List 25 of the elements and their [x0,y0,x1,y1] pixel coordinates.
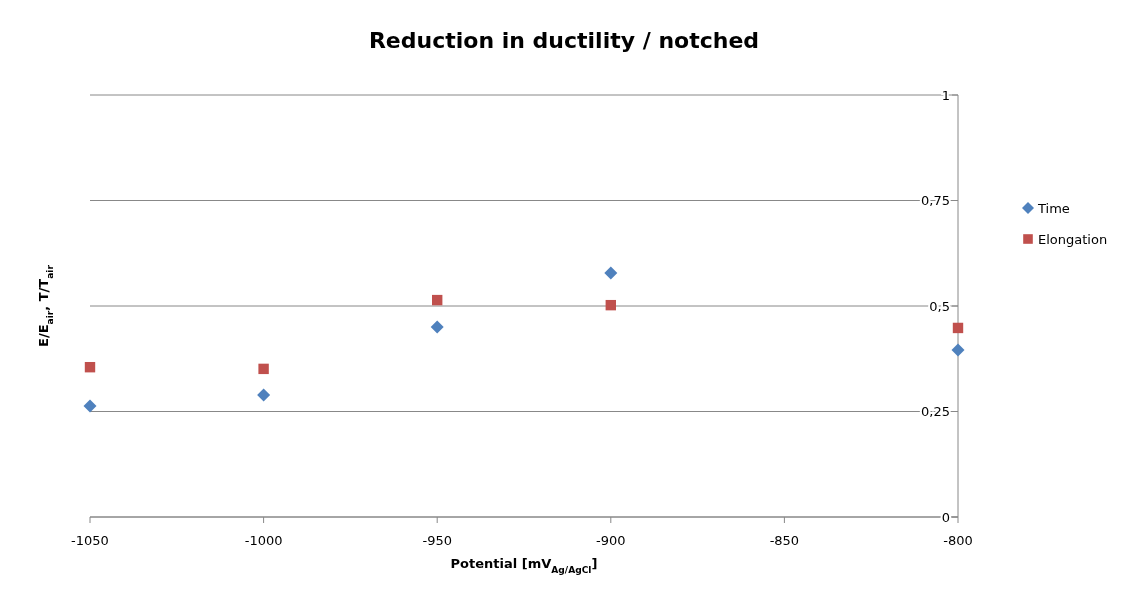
point [430,320,444,334]
x-tick-label: -950 [422,533,452,548]
x-axis-title: Potential [mV$_{Ag/AgCl}$] [450,556,598,575]
y-tick-label: 0,5 [929,298,950,314]
x-tick-label: -850 [769,533,800,548]
legend-label: Elongation [1038,231,1108,247]
y-tick-label: 0,25 [921,404,950,420]
point [258,363,269,375]
point [432,294,443,306]
x-tick-label: -1050 [71,533,109,548]
point [604,266,618,280]
chart-title: Reduction in ductility / notched [368,28,760,53]
legend-label: Time [1037,200,1070,216]
x-tick-label: -1000 [244,533,283,548]
point [257,388,271,402]
y-tick-label: 0,75 [921,193,950,209]
point [952,322,964,334]
x-tick-label: -900 [596,533,626,548]
y-tick-label: 1 [941,87,950,103]
point [951,343,965,357]
point [84,361,96,373]
point [83,399,97,413]
x-tick-label: -800 [943,533,973,548]
y-tick-label: 0 [941,509,950,525]
point [605,299,616,311]
